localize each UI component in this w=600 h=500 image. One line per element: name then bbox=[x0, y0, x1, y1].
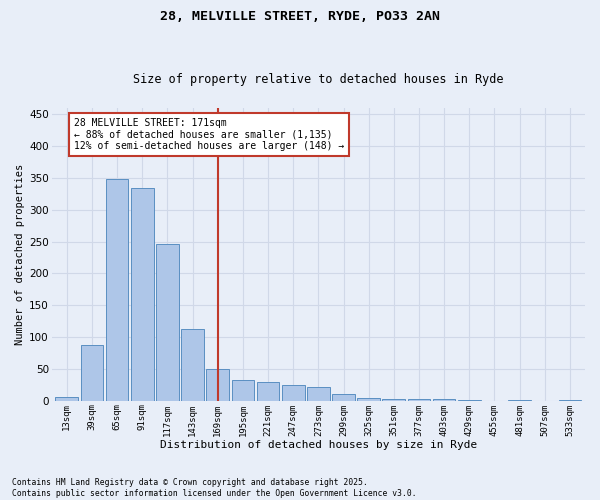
Bar bbox=[458, 400, 481, 401]
Bar bbox=[80, 345, 103, 401]
Bar bbox=[332, 394, 355, 401]
Text: 28, MELVILLE STREET, RYDE, PO33 2AN: 28, MELVILLE STREET, RYDE, PO33 2AN bbox=[160, 10, 440, 23]
Bar bbox=[508, 400, 531, 401]
Text: Contains HM Land Registry data © Crown copyright and database right 2025.
Contai: Contains HM Land Registry data © Crown c… bbox=[12, 478, 416, 498]
Bar bbox=[559, 400, 581, 401]
Bar bbox=[407, 399, 430, 401]
Bar bbox=[307, 388, 329, 401]
Bar bbox=[358, 398, 380, 401]
Bar bbox=[433, 399, 455, 401]
Title: Size of property relative to detached houses in Ryde: Size of property relative to detached ho… bbox=[133, 73, 503, 86]
Bar bbox=[181, 329, 204, 401]
Bar bbox=[206, 369, 229, 401]
Text: 28 MELVILLE STREET: 171sqm
← 88% of detached houses are smaller (1,135)
12% of s: 28 MELVILLE STREET: 171sqm ← 88% of deta… bbox=[74, 118, 344, 150]
Bar bbox=[156, 244, 179, 401]
Bar bbox=[232, 380, 254, 401]
Bar bbox=[282, 385, 305, 401]
Bar bbox=[257, 382, 280, 401]
X-axis label: Distribution of detached houses by size in Ryde: Distribution of detached houses by size … bbox=[160, 440, 477, 450]
Bar bbox=[382, 399, 405, 401]
Y-axis label: Number of detached properties: Number of detached properties bbox=[15, 164, 25, 345]
Bar bbox=[106, 178, 128, 401]
Bar bbox=[131, 188, 154, 401]
Bar bbox=[55, 397, 78, 401]
